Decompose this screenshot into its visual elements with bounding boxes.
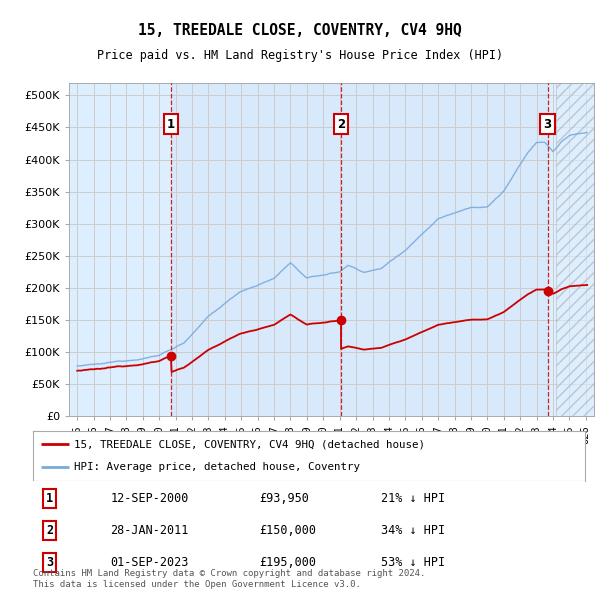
Text: £195,000: £195,000 [259, 556, 316, 569]
Text: 53% ↓ HPI: 53% ↓ HPI [381, 556, 445, 569]
Text: Contains HM Land Registry data © Crown copyright and database right 2024.
This d: Contains HM Land Registry data © Crown c… [33, 569, 425, 589]
Text: 01-SEP-2023: 01-SEP-2023 [110, 556, 188, 569]
Bar [171, 83, 548, 416]
Text: 34% ↓ HPI: 34% ↓ HPI [381, 524, 445, 537]
Text: 3: 3 [46, 556, 53, 569]
Text: 12-SEP-2000: 12-SEP-2000 [110, 492, 188, 505]
Text: 3: 3 [544, 118, 551, 131]
Text: Price paid vs. HM Land Registry's House Price Index (HPI): Price paid vs. HM Land Registry's House … [97, 49, 503, 62]
Text: HPI: Average price, detached house, Coventry: HPI: Average price, detached house, Cove… [74, 463, 361, 473]
Text: 2: 2 [46, 524, 53, 537]
Text: 28-JAN-2011: 28-JAN-2011 [110, 524, 188, 537]
Bar [556, 83, 600, 416]
Text: 2: 2 [337, 118, 345, 131]
Text: 15, TREEDALE CLOSE, COVENTRY, CV4 9HQ: 15, TREEDALE CLOSE, COVENTRY, CV4 9HQ [138, 24, 462, 38]
Text: £93,950: £93,950 [259, 492, 309, 505]
Text: 21% ↓ HPI: 21% ↓ HPI [381, 492, 445, 505]
Text: 1: 1 [46, 492, 53, 505]
Text: 15, TREEDALE CLOSE, COVENTRY, CV4 9HQ (detached house): 15, TREEDALE CLOSE, COVENTRY, CV4 9HQ (d… [74, 439, 425, 449]
Text: 1: 1 [167, 118, 175, 131]
Text: £150,000: £150,000 [259, 524, 316, 537]
